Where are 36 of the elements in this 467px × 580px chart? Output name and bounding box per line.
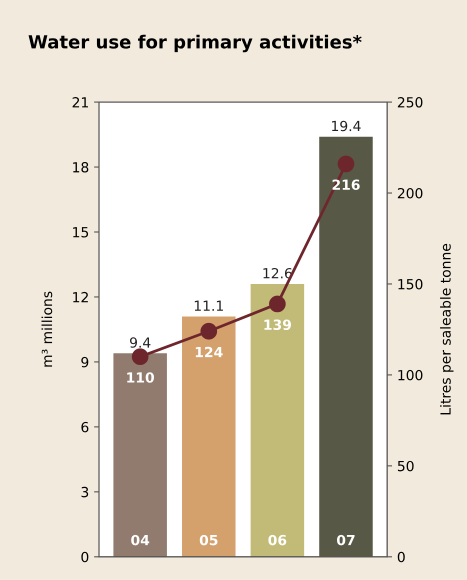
- y2-tick-label: 100: [398, 370, 422, 380]
- y2-tick-label: 200: [398, 188, 422, 198]
- x-tick-label: 07: [336, 534, 355, 546]
- point: [269, 296, 286, 312]
- data-label: 19.4: [332, 120, 361, 132]
- x-tick-label: 04: [131, 534, 150, 546]
- y-tick-label: 18: [73, 162, 88, 173]
- data-label: 139: [264, 320, 291, 330]
- y2-axis-title: Litres per saleable tonne: [440, 244, 454, 414]
- y-tick-label: 12: [73, 292, 88, 302]
- x-tick-label: 05: [200, 534, 218, 546]
- bar: [113, 353, 167, 557]
- point: [338, 156, 354, 172]
- data-label: 124: [196, 346, 223, 358]
- y-tick-label: 3: [82, 486, 88, 498]
- point: [132, 348, 148, 366]
- chart-title: Water use for primary activities*: [28, 34, 362, 52]
- y2-tick-label: 250: [398, 97, 422, 108]
- y-tick-label: 0: [81, 552, 88, 562]
- y2-tick-label: 150: [398, 278, 422, 290]
- y-tick-label: 6: [81, 422, 88, 432]
- data-label: 9.4: [130, 337, 150, 348]
- data-label: 110: [127, 372, 154, 383]
- y-tick-label: 15: [73, 227, 88, 238]
- y-axis-title: m³ millions: [42, 292, 52, 367]
- data-label: 216: [332, 179, 360, 190]
- y2-tick-label: 0: [398, 552, 405, 562]
- data-label: 11.1: [194, 300, 223, 311]
- y2-tick-label: 50: [398, 460, 414, 472]
- y-tick-label: 21: [72, 97, 88, 108]
- y-tick-label: 9: [81, 356, 88, 368]
- point: [200, 322, 218, 340]
- bar: [250, 284, 304, 557]
- bar: [319, 136, 373, 557]
- bar: [182, 316, 236, 557]
- x-tick-label: 06: [268, 534, 286, 546]
